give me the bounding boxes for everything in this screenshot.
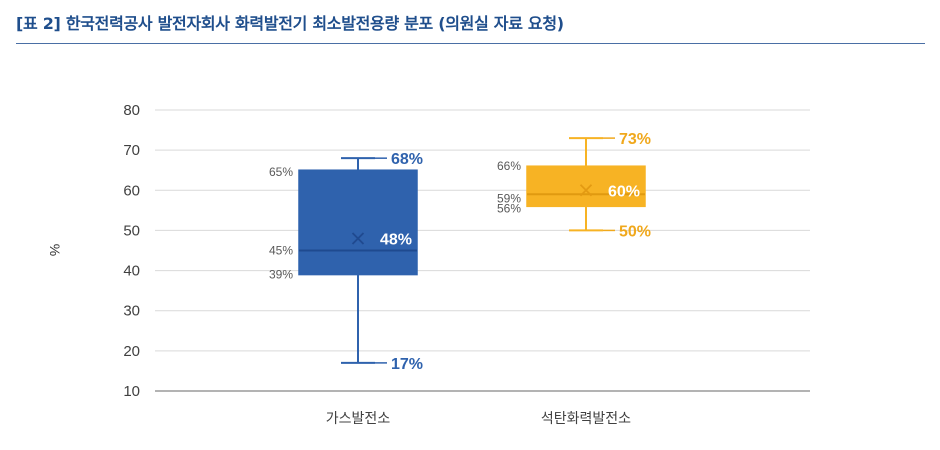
y-tick-label: 80 [123, 102, 140, 119]
box-coal: 73% 50% 60% 66% 59%56% 석탄화력발전소 [497, 131, 651, 426]
mean-label: 48% [380, 231, 412, 248]
x-category-label: 가스발전소 [326, 410, 391, 426]
max-label: 73% [619, 131, 651, 148]
q3-label: 66% [497, 159, 521, 173]
y-tick-label: 20 [123, 343, 140, 360]
y-tick-label: 30 [123, 303, 140, 320]
y-tick-label: 10 [123, 383, 140, 400]
q3-label: 65% [269, 165, 293, 179]
median-label: 59% [497, 191, 521, 205]
iqr-box [526, 165, 646, 208]
mean-marker [579, 184, 593, 197]
x-category-label: 석탄화력발전소 [541, 410, 631, 426]
max-label: 68% [391, 151, 423, 168]
y-tick-label: 60 [123, 182, 140, 199]
iqr-box [298, 169, 418, 276]
min-label: 17% [391, 356, 423, 373]
q1-label: 39% [269, 268, 293, 282]
title-divider [16, 43, 925, 44]
page-title: [표 2] 한국전력공사 발전자회사 화력발전기 최소발전용량 분포 (의원실 … [16, 14, 564, 33]
q1-label: 56% [497, 201, 521, 215]
min-label: 50% [619, 223, 651, 240]
y-axis-label: % [47, 244, 63, 256]
median-label: 45% [269, 244, 293, 258]
y-tick-label: 40 [123, 263, 140, 280]
y-tick-label: 70 [123, 142, 140, 159]
y-tick-label: 50 [123, 222, 140, 239]
mean-label: 60% [608, 183, 640, 200]
mean-marker [351, 232, 365, 245]
box-gas: 68% 17% 48% 65% 45% 39% 가스발전소 [269, 151, 423, 426]
